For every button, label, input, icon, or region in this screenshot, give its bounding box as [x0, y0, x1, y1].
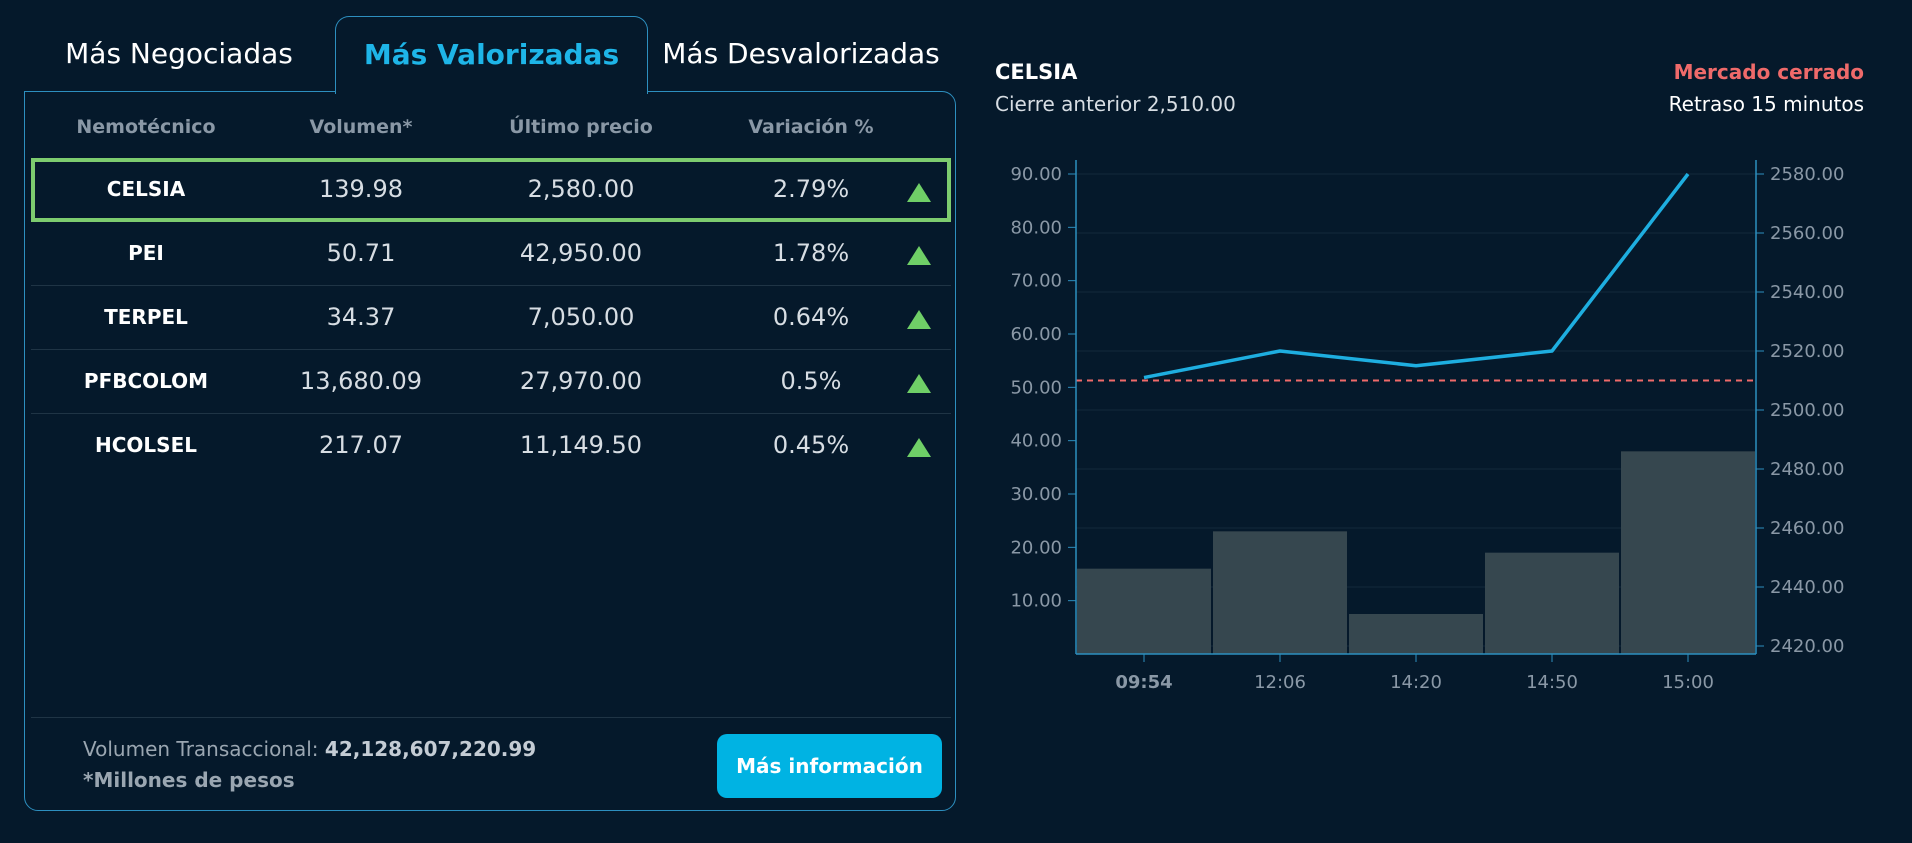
volume-bar	[1621, 451, 1755, 654]
x-tick-label: 12:06	[1254, 672, 1306, 693]
left-tick-label: 90.00	[1010, 164, 1062, 185]
tab-bar: Más Negociadas Más Valorizadas Más Desva…	[24, 16, 957, 94]
right-tick-label: 2520.00	[1770, 341, 1844, 362]
left-tick-label: 80.00	[1010, 217, 1062, 238]
row-symbol: TERPEL	[104, 305, 188, 329]
delay-notice: Retraso 15 minutos	[1668, 92, 1864, 116]
header-volumen: Volumen*	[309, 116, 413, 138]
trend-up-icon	[907, 246, 931, 265]
transaction-volume-label: Volumen Transaccional:	[83, 737, 325, 761]
row-price: 11,149.50	[519, 431, 643, 459]
table-body: CELSIA 139.98 2,580.00 2.79% PEI 50.71 4…	[31, 158, 951, 477]
row-price: 42,950.00	[519, 239, 643, 267]
transaction-volume-value: 42,128,607,220.99	[324, 737, 537, 761]
row-symbol: CELSIA	[106, 177, 186, 201]
transaction-volume: Volumen Transaccional: 42,128,607,220.99	[83, 737, 536, 761]
row-change: 0.64%	[772, 303, 850, 331]
right-tick-label: 2540.00	[1770, 282, 1844, 303]
chart-symbol: CELSIA	[995, 60, 1078, 84]
right-tick-label: 2560.00	[1770, 223, 1844, 244]
left-tick-label: 10.00	[1010, 591, 1062, 612]
table-row[interactable]: TERPEL 34.37 7,050.00 0.64%	[31, 286, 951, 350]
header-nemotecnico: Nemotécnico	[76, 116, 216, 138]
x-tick-label: 14:50	[1526, 672, 1578, 693]
left-tick-label: 50.00	[1010, 377, 1062, 398]
header-variacion: Variación %	[748, 116, 874, 138]
tab-mas-negociadas[interactable]: Más Negociadas	[65, 37, 293, 70]
row-price: 2,580.00	[527, 175, 635, 203]
footer-divider	[31, 717, 951, 718]
x-tick-label: 14:20	[1390, 672, 1442, 693]
row-volume: 34.37	[326, 303, 396, 331]
left-tick-label: 20.00	[1010, 537, 1062, 558]
left-tick-label: 60.00	[1010, 324, 1062, 345]
table-row[interactable]: CELSIA 139.98 2,580.00 2.79%	[31, 158, 951, 222]
right-tick-label: 2440.00	[1770, 577, 1844, 598]
volume-bar	[1485, 552, 1619, 654]
price-volume-chart[interactable]: 10.00 20.00 30.00 40.00 50.00 60.00 70.00 80.00…	[990, 150, 1890, 710]
volume-bar	[1349, 614, 1483, 654]
units-note: *Millones de pesos	[83, 768, 295, 792]
left-tick-label: 40.00	[1010, 431, 1062, 452]
volume-bar	[1077, 568, 1211, 654]
right-tick-label: 2500.00	[1770, 400, 1844, 421]
trend-up-icon	[907, 438, 931, 457]
right-tick-label: 2460.00	[1770, 518, 1844, 539]
table-row[interactable]: PFBCOLOM 13,680.09 27,970.00 0.5%	[31, 350, 951, 414]
left-tick-label: 30.00	[1010, 484, 1062, 505]
row-symbol: HCOLSEL	[95, 433, 197, 457]
right-tick-label: 2480.00	[1770, 459, 1844, 480]
right-tick-label: 2420.00	[1770, 636, 1844, 657]
x-tick-label: 15:00	[1662, 672, 1714, 693]
row-volume: 139.98	[319, 175, 403, 203]
previous-close: Cierre anterior 2,510.00	[995, 92, 1236, 116]
trend-up-icon	[907, 183, 931, 202]
left-tick-label: 70.00	[1010, 271, 1062, 292]
x-tick-label: 09:54	[1115, 672, 1172, 693]
right-tick-label: 2580.00	[1770, 164, 1844, 185]
row-symbol: PEI	[128, 241, 164, 265]
trend-up-icon	[907, 374, 931, 393]
header-ultimo-precio: Último precio	[509, 116, 653, 138]
tab-mas-desvalorizadas[interactable]: Más Desvalorizadas	[662, 37, 940, 70]
row-change: 0.45%	[772, 431, 850, 459]
price-line	[1143, 172, 1690, 380]
market-status: Mercado cerrado	[1673, 60, 1864, 84]
row-volume: 13,680.09	[299, 367, 423, 395]
tab-mas-valorizadas[interactable]: Más Valorizadas	[335, 16, 648, 94]
row-change: 2.79%	[772, 175, 850, 203]
volume-bar	[1213, 531, 1347, 654]
row-change: 1.78%	[772, 239, 850, 267]
row-price: 27,970.00	[519, 367, 643, 395]
table-header: Nemotécnico Volumen* Último precio Varia…	[31, 92, 951, 158]
row-price: 7,050.00	[527, 303, 635, 331]
ranking-panel: Nemotécnico Volumen* Último precio Varia…	[24, 91, 956, 811]
table-row[interactable]: PEI 50.71 42,950.00 1.78%	[31, 222, 951, 286]
row-volume: 217.07	[319, 431, 403, 459]
trend-up-icon	[907, 310, 931, 329]
row-symbol: PFBCOLOM	[83, 369, 209, 393]
more-info-button[interactable]: Más información	[717, 734, 942, 798]
table-row[interactable]: HCOLSEL 217.07 11,149.50 0.45%	[31, 414, 951, 477]
row-volume: 50.71	[326, 239, 396, 267]
row-change: 0.5%	[780, 367, 842, 395]
